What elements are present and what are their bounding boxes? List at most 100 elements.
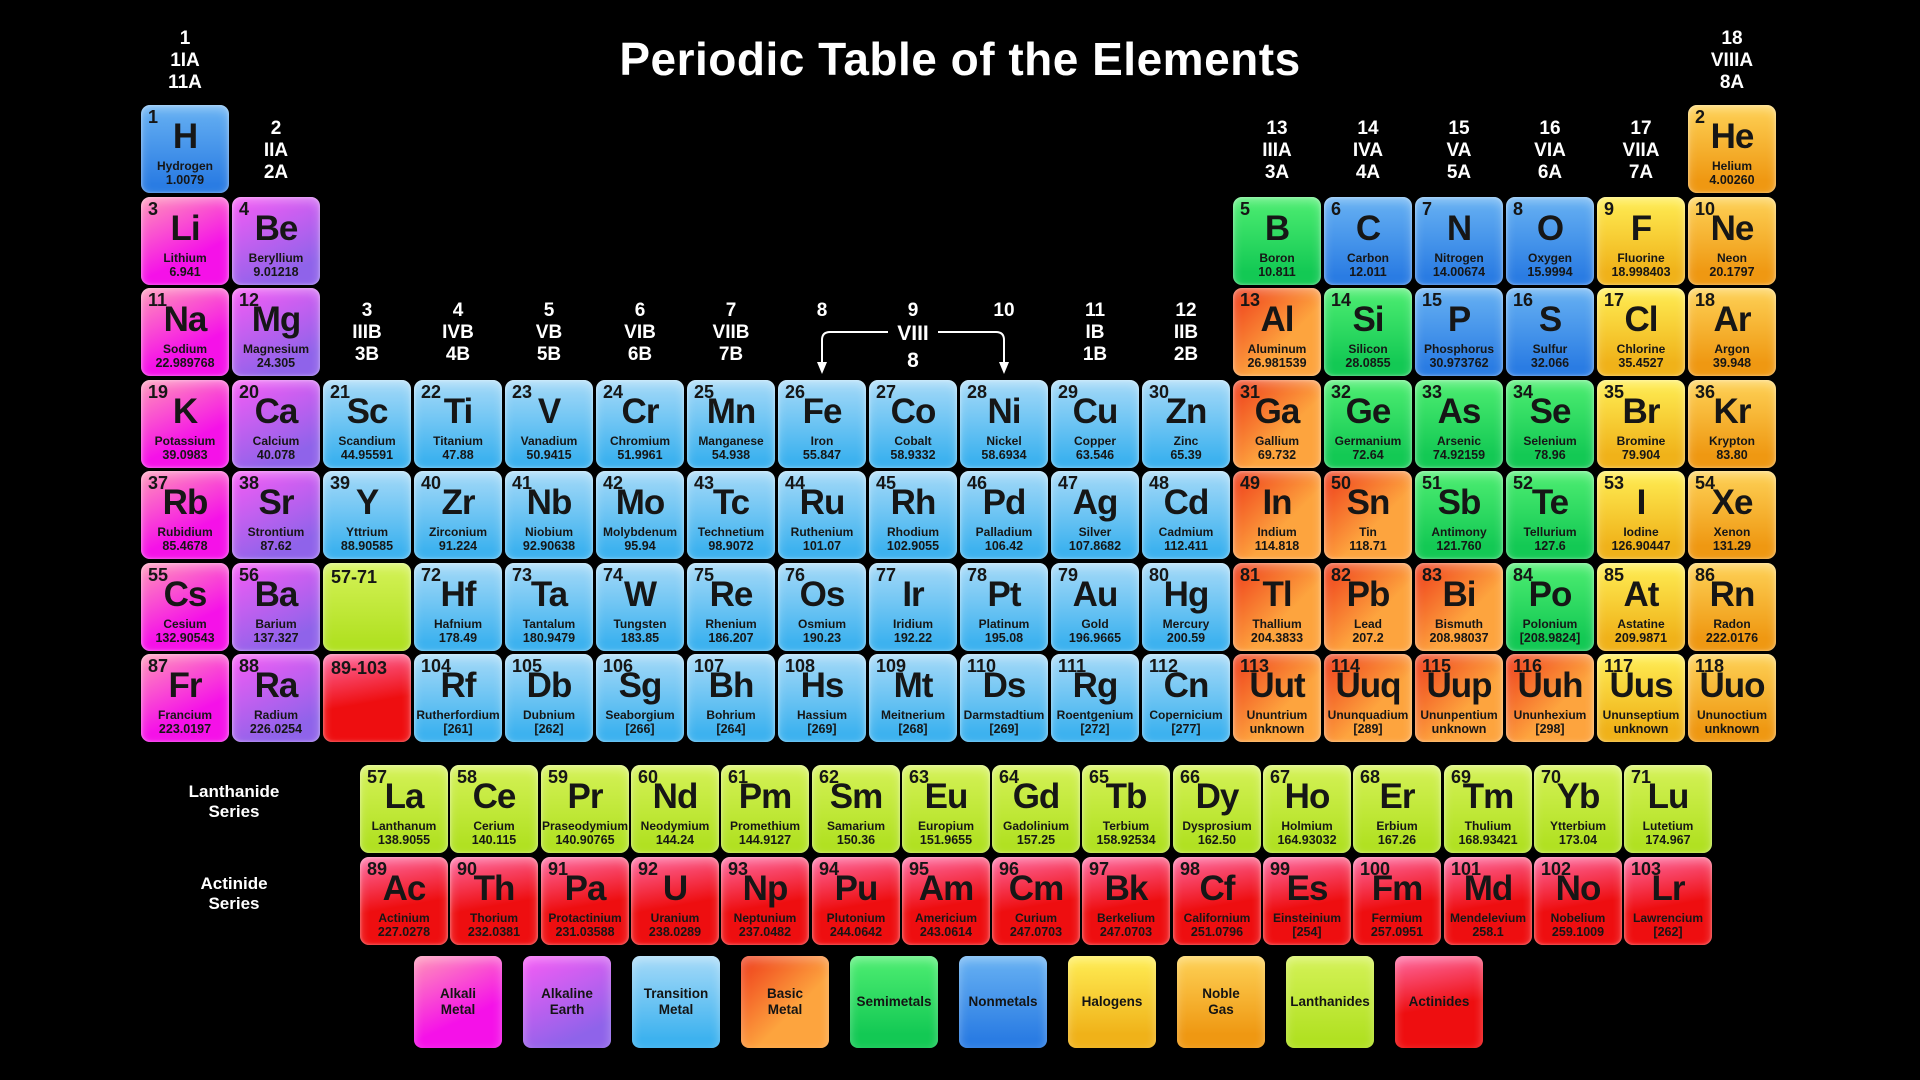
element-pd[interactable]: 46 Pd Palladium 106.42 [960, 471, 1048, 559]
element-uus[interactable]: 117 Uus Ununseptium unknown [1597, 654, 1685, 742]
element-bk[interactable]: 97 Bk Berkelium 247.0703 [1082, 857, 1170, 945]
element-ba[interactable]: 56 Ba Barium 137.327 [232, 563, 320, 651]
element-v[interactable]: 23 V Vanadium 50.9415 [505, 380, 593, 468]
element-cl[interactable]: 17 Cl Chlorine 35.4527 [1597, 288, 1685, 376]
element-cm[interactable]: 96 Cm Curium 247.0703 [992, 857, 1080, 945]
element-ac[interactable]: 89 Ac Actinium 227.0278 [360, 857, 448, 945]
element-os[interactable]: 76 Os Osmium 190.23 [778, 563, 866, 651]
element-mt[interactable]: 109 Mt Meitnerium [268] [869, 654, 957, 742]
element-yb[interactable]: 70 Yb Ytterbium 173.04 [1534, 765, 1622, 853]
element-fm[interactable]: 100 Fm Fermium 257.0951 [1353, 857, 1441, 945]
element-gd[interactable]: 64 Gd Gadolinium 157.25 [992, 765, 1080, 853]
element-ne[interactable]: 10 Ne Neon 20.1797 [1688, 197, 1776, 285]
element-re[interactable]: 75 Re Rhenium 186.207 [687, 563, 775, 651]
element-fr[interactable]: 87 Fr Francium 223.0197 [141, 654, 229, 742]
element-dy[interactable]: 66 Dy Dysprosium 162.50 [1173, 765, 1261, 853]
element-rf[interactable]: 104 Rf Rutherfordium [261] [414, 654, 502, 742]
element-zr[interactable]: 40 Zr Zirconium 91.224 [414, 471, 502, 559]
element-se[interactable]: 34 Se Selenium 78.96 [1506, 380, 1594, 468]
element-xe[interactable]: 54 Xe Xenon 131.29 [1688, 471, 1776, 559]
element-no[interactable]: 102 No Nobelium 259.1009 [1534, 857, 1622, 945]
series-box-89-103[interactable]: 89-103 [323, 654, 411, 742]
element-la[interactable]: 57 La Lanthanum 138.9055 [360, 765, 448, 853]
element-po[interactable]: 84 Po Polonium [208.9824] [1506, 563, 1594, 651]
element-nb[interactable]: 41 Nb Niobium 92.90638 [505, 471, 593, 559]
element-mo[interactable]: 42 Mo Molybdenum 95.94 [596, 471, 684, 559]
element-pu[interactable]: 94 Pu Plutonium 244.0642 [812, 857, 900, 945]
element-ra[interactable]: 88 Ra Radium 226.0254 [232, 654, 320, 742]
element-te[interactable]: 52 Te Tellurium 127.6 [1506, 471, 1594, 559]
element-lu[interactable]: 71 Lu Lutetium 174.967 [1624, 765, 1712, 853]
element-ar[interactable]: 18 Ar Argon 39.948 [1688, 288, 1776, 376]
element-np[interactable]: 93 Np Neptunium 237.0482 [721, 857, 809, 945]
element-cf[interactable]: 98 Cf Californium 251.0796 [1173, 857, 1261, 945]
element-p[interactable]: 15 P Phosphorus 30.973762 [1415, 288, 1503, 376]
element-ds[interactable]: 110 Ds Darmstadtium [269] [960, 654, 1048, 742]
element-u[interactable]: 92 U Uranium 238.0289 [631, 857, 719, 945]
element-kr[interactable]: 36 Kr Krypton 83.80 [1688, 380, 1776, 468]
element-sn[interactable]: 50 Sn Tin 118.71 [1324, 471, 1412, 559]
element-al[interactable]: 13 Al Aluminum 26.981539 [1233, 288, 1321, 376]
element-ho[interactable]: 67 Ho Holmium 164.93032 [1263, 765, 1351, 853]
element-rh[interactable]: 45 Rh Rhodium 102.9055 [869, 471, 957, 559]
element-sc[interactable]: 21 Sc Scandium 44.95591 [323, 380, 411, 468]
element-na[interactable]: 11 Na Sodium 22.989768 [141, 288, 229, 376]
element-pa[interactable]: 91 Pa Protactinium 231.03588 [541, 857, 629, 945]
element-tm[interactable]: 69 Tm Thulium 168.93421 [1444, 765, 1532, 853]
element-sr[interactable]: 38 Sr Strontium 87.62 [232, 471, 320, 559]
element-in[interactable]: 49 In Indium 114.818 [1233, 471, 1321, 559]
element-sb[interactable]: 51 Sb Antimony 121.760 [1415, 471, 1503, 559]
element-uuq[interactable]: 114 Uuq Ununquadium [289] [1324, 654, 1412, 742]
element-uuh[interactable]: 116 Uuh Ununhexium [298] [1506, 654, 1594, 742]
element-s[interactable]: 16 S Sulfur 32.066 [1506, 288, 1594, 376]
element-n[interactable]: 7 N Nitrogen 14.00674 [1415, 197, 1503, 285]
element-tc[interactable]: 43 Tc Technetium 98.9072 [687, 471, 775, 559]
element-y[interactable]: 39 Y Yttrium 88.90585 [323, 471, 411, 559]
element-pr[interactable]: 59 Pr Praseodymium 140.90765 [541, 765, 629, 853]
element-ru[interactable]: 44 Ru Ruthenium 101.07 [778, 471, 866, 559]
element-au[interactable]: 79 Au Gold 196.9665 [1051, 563, 1139, 651]
element-f[interactable]: 9 F Fluorine 18.998403 [1597, 197, 1685, 285]
element-he[interactable]: 2 He Helium 4.00260 [1688, 105, 1776, 193]
element-pt[interactable]: 78 Pt Platinum 195.08 [960, 563, 1048, 651]
element-k[interactable]: 19 K Potassium 39.0983 [141, 380, 229, 468]
element-li[interactable]: 3 Li Lithium 6.941 [141, 197, 229, 285]
element-hg[interactable]: 80 Hg Mercury 200.59 [1142, 563, 1230, 651]
element-er[interactable]: 68 Er Erbium 167.26 [1353, 765, 1441, 853]
element-sg[interactable]: 106 Sg Seaborgium [266] [596, 654, 684, 742]
element-ti[interactable]: 22 Ti Titanium 47.88 [414, 380, 502, 468]
element-sm[interactable]: 62 Sm Samarium 150.36 [812, 765, 900, 853]
element-ge[interactable]: 32 Ge Germanium 72.64 [1324, 380, 1412, 468]
element-br[interactable]: 35 Br Bromine 79.904 [1597, 380, 1685, 468]
element-mn[interactable]: 25 Mn Manganese 54.938 [687, 380, 775, 468]
element-uup[interactable]: 115 Uup Ununpentium unknown [1415, 654, 1503, 742]
element-hf[interactable]: 72 Hf Hafnium 178.49 [414, 563, 502, 651]
element-i[interactable]: 53 I Iodine 126.90447 [1597, 471, 1685, 559]
element-cu[interactable]: 29 Cu Copper 63.546 [1051, 380, 1139, 468]
element-ga[interactable]: 31 Ga Gallium 69.732 [1233, 380, 1321, 468]
element-ta[interactable]: 73 Ta Tantalum 180.9479 [505, 563, 593, 651]
element-bh[interactable]: 107 Bh Bohrium [264] [687, 654, 775, 742]
element-ag[interactable]: 47 Ag Silver 107.8682 [1051, 471, 1139, 559]
element-b[interactable]: 5 B Boron 10.811 [1233, 197, 1321, 285]
element-as[interactable]: 33 As Arsenic 74.92159 [1415, 380, 1503, 468]
element-es[interactable]: 99 Es Einsteinium [254] [1263, 857, 1351, 945]
element-tb[interactable]: 65 Tb Terbium 158.92534 [1082, 765, 1170, 853]
element-hs[interactable]: 108 Hs Hassium [269] [778, 654, 866, 742]
element-zn[interactable]: 30 Zn Zinc 65.39 [1142, 380, 1230, 468]
element-eu[interactable]: 63 Eu Europium 151.9655 [902, 765, 990, 853]
element-tl[interactable]: 81 Tl Thallium 204.3833 [1233, 563, 1321, 651]
element-rb[interactable]: 37 Rb Rubidium 85.4678 [141, 471, 229, 559]
element-db[interactable]: 105 Db Dubnium [262] [505, 654, 593, 742]
element-si[interactable]: 14 Si Silicon 28.0855 [1324, 288, 1412, 376]
element-mg[interactable]: 12 Mg Magnesium 24.305 [232, 288, 320, 376]
element-am[interactable]: 95 Am Americium 243.0614 [902, 857, 990, 945]
element-cs[interactable]: 55 Cs Cesium 132.90543 [141, 563, 229, 651]
element-uut[interactable]: 113 Uut Ununtrium unknown [1233, 654, 1321, 742]
element-h[interactable]: 1 H Hydrogen 1.0079 [141, 105, 229, 193]
element-rn[interactable]: 86 Rn Radon 222.0176 [1688, 563, 1776, 651]
element-at[interactable]: 85 At Astatine 209.9871 [1597, 563, 1685, 651]
element-th[interactable]: 90 Th Thorium 232.0381 [450, 857, 538, 945]
element-co[interactable]: 27 Co Cobalt 58.9332 [869, 380, 957, 468]
element-rg[interactable]: 111 Rg Roentgenium [272] [1051, 654, 1139, 742]
